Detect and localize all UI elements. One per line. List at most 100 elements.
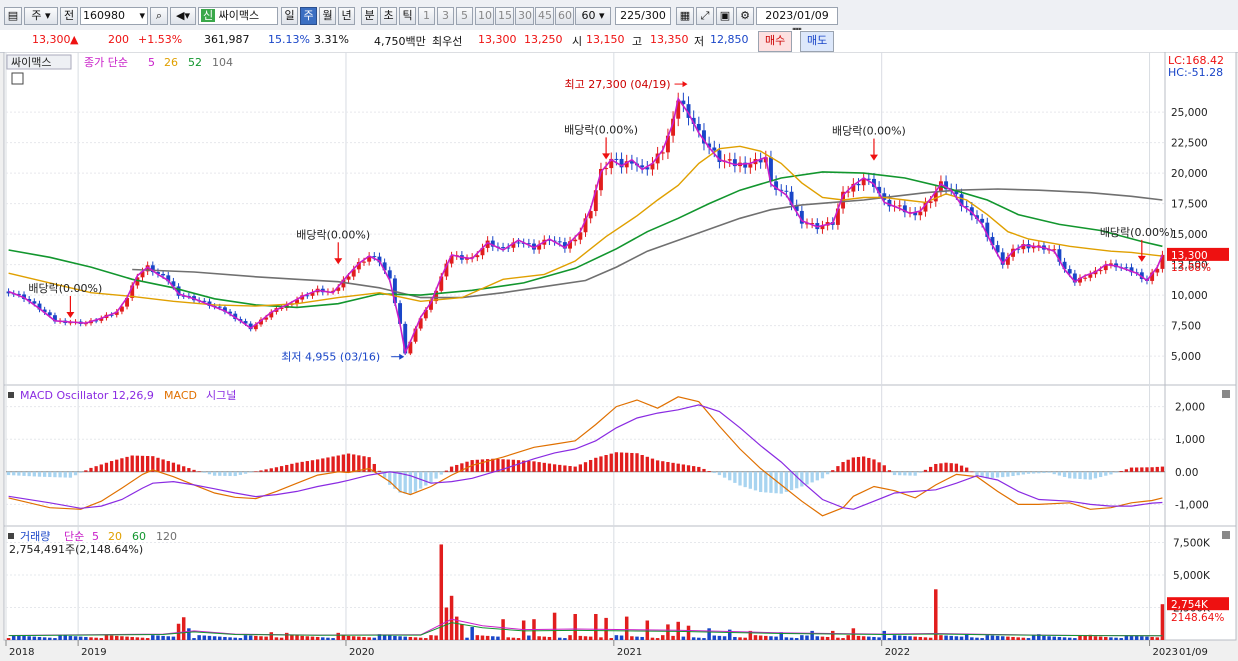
candle-body <box>624 161 629 168</box>
macd-osc-bar <box>79 471 83 473</box>
period-button-2[interactable]: 월 <box>319 7 336 25</box>
sell-button[interactable]: 매도 <box>800 31 835 52</box>
candle-body <box>1011 248 1015 257</box>
x-tick-label-1: 2019 <box>81 647 106 658</box>
candle-body <box>295 299 299 304</box>
chart-area[interactable]: 2018 2019 2020 2021 2022 2023 01/09 5,000 7,500 1… <box>0 52 1238 661</box>
buy-button[interactable]: 매수 <box>758 31 793 52</box>
x-right-label: 01/09 <box>1179 647 1208 658</box>
macd-tick-2: 0.00 <box>1175 467 1198 479</box>
volume-bar <box>877 637 881 640</box>
settings-grid-icon[interactable]: ▦ <box>676 7 694 25</box>
candle-body <box>975 215 979 219</box>
count-input[interactable]: 225/300 <box>615 7 671 25</box>
interval-button-3[interactable]: 3 <box>437 7 454 25</box>
price-tick-6: 20,000 <box>1171 168 1208 180</box>
macd-osc-bar <box>1098 471 1103 478</box>
candle-body <box>583 218 588 233</box>
interval-button-30[interactable]: 30 <box>515 7 534 25</box>
macd-osc-bar <box>769 471 773 493</box>
candle-body <box>367 256 372 262</box>
volume-bar <box>681 636 686 640</box>
vol-ma-label: 단순 <box>64 530 84 543</box>
macd-osc-bar <box>501 459 505 472</box>
candle-body <box>171 281 176 287</box>
interval-button-60[interactable]: 60 <box>555 7 574 25</box>
candle-body <box>820 225 825 230</box>
macd-osc-bar <box>975 471 979 476</box>
legend-ma-52: 52 <box>188 56 202 69</box>
macd-osc-bar <box>182 466 186 472</box>
macd-osc-bar <box>563 465 567 472</box>
macd-osc-bar <box>661 461 665 472</box>
volume-bar <box>1145 636 1149 640</box>
macd-osc-bar <box>995 471 1000 478</box>
macd-osc-bar <box>609 453 613 472</box>
period-select[interactable]: 주 ▾ <box>24 7 58 25</box>
candle-body <box>980 218 985 223</box>
volume-bar <box>1093 636 1098 640</box>
volume-bar <box>290 635 294 640</box>
candle-body <box>403 323 408 354</box>
macd-osc-bar <box>547 463 552 472</box>
period-button-1[interactable]: 주 <box>300 7 317 25</box>
candle-body <box>511 242 516 248</box>
date-input[interactable]: 2023/01/09 ▦ <box>756 7 838 38</box>
vol-legend-5: 5 <box>92 530 99 543</box>
candle-body <box>532 243 536 250</box>
macd-osc-bar <box>99 464 103 472</box>
period-button-3[interactable]: 년 <box>338 7 355 25</box>
macd-osc-bar <box>568 466 572 472</box>
interval-button-1[interactable]: 1 <box>418 7 435 25</box>
macd-osc-bar <box>130 455 134 472</box>
candle-body <box>52 315 57 322</box>
macd-osc-bar <box>109 461 114 472</box>
macd-osc-bars <box>6 452 1165 495</box>
candle-body <box>202 300 207 302</box>
interval-button-45[interactable]: 45 <box>535 7 554 25</box>
volume-bar <box>733 636 737 640</box>
vol-last-badge <box>1167 597 1229 611</box>
interval-select[interactable]: 60 ▾ <box>575 7 611 25</box>
volume-bar <box>583 636 588 640</box>
volume-bar <box>506 637 510 640</box>
x-tick-label-3: 2021 <box>617 647 642 658</box>
draw-tool-icon[interactable]: ⤢ <box>696 7 714 25</box>
volume-bar <box>975 637 979 640</box>
interval-button-15[interactable]: 15 <box>495 7 514 25</box>
period-button-0[interactable]: 일 <box>281 7 298 25</box>
prev-button[interactable]: 전 <box>60 7 78 25</box>
candle-body <box>1155 268 1160 273</box>
candle-body <box>799 210 804 224</box>
stock-code-input[interactable]: 160980 ▾ <box>80 7 148 25</box>
period-button-6[interactable]: 틱 <box>399 7 416 25</box>
candle-body <box>568 241 573 249</box>
stock-name-field[interactable]: 신 싸이맥스 <box>198 7 278 25</box>
code-dropdown-icon[interactable]: ▾ <box>139 9 145 22</box>
candle-body <box>655 153 660 164</box>
search-icon[interactable]: ⌕ <box>150 7 168 25</box>
volume-bar <box>1134 635 1139 640</box>
save-icon[interactable]: ▣ <box>716 7 734 25</box>
stock-code-value: 160980 <box>83 9 125 22</box>
interval-button-10[interactable]: 10 <box>475 7 494 25</box>
macd-osc-bar <box>923 469 928 472</box>
interval-button-5[interactable]: 5 <box>456 7 473 25</box>
candle-body <box>805 223 809 225</box>
macd-osc-bar <box>913 471 917 476</box>
sound-icon[interactable]: ◀▾ <box>170 7 196 25</box>
gear-icon[interactable]: ⚙ <box>736 7 754 25</box>
macd-osc-bar <box>12 471 16 476</box>
period-button-4[interactable]: 분 <box>361 7 378 25</box>
candle-body <box>573 239 578 242</box>
macd-osc-bar <box>398 471 402 493</box>
period-button-5[interactable]: 초 <box>380 7 397 25</box>
macd-osc-bar <box>1129 467 1134 472</box>
macd-osc-bar <box>1042 471 1046 474</box>
macd-osc-bar <box>589 459 593 472</box>
macd-osc-bar <box>1047 471 1051 473</box>
chart-type-icon[interactable]: ▤ <box>4 7 22 25</box>
macd-osc-bar <box>27 471 31 477</box>
candle-body <box>408 341 413 354</box>
volume-bar <box>774 636 778 640</box>
